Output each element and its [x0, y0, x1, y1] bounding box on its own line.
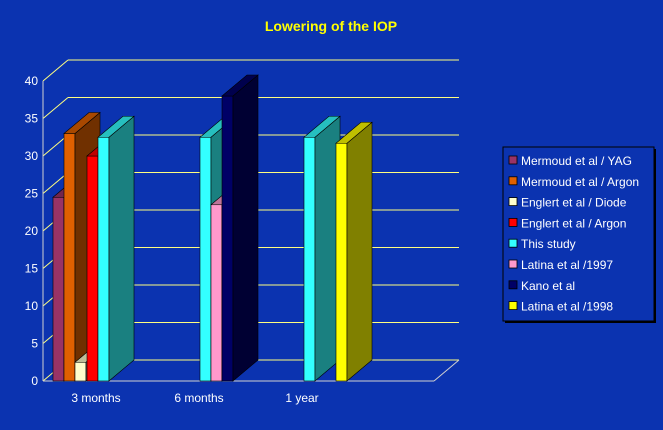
bar-side: [232, 74, 259, 382]
bar-top: [97, 115, 135, 138]
bar-front: [63, 133, 76, 382]
y-tick-label: 40: [25, 74, 39, 88]
gridline-diagonal: [42, 97, 69, 119]
bar-side: [346, 121, 373, 382]
legend-label-kano-et-al: Kano et al: [521, 279, 575, 293]
bar-top: [335, 121, 373, 144]
legend-label-englert-et-al-argon: Englert et al / Argon: [521, 216, 626, 230]
legend-swatch-latina-et-al-1997: [508, 259, 518, 269]
x-tick-label: 6 months: [174, 391, 223, 405]
y-tick-label: 15: [25, 262, 39, 276]
bars: [52, 74, 373, 382]
legend-swatch-latina-et-al-1998: [508, 301, 518, 311]
legend-swatch-englert-et-al-diode: [508, 197, 518, 207]
y-tick-label: 20: [25, 224, 39, 238]
legend-box: [502, 146, 655, 322]
bar-this-study-1-year: [303, 115, 341, 382]
y-tick-label: 35: [25, 112, 39, 126]
legend-label-mermoud-et-al-yag: Mermoud et al / YAG: [521, 154, 632, 168]
bar-kano-et-al-6-months: [221, 74, 259, 382]
bar-top: [221, 74, 259, 97]
legend: Mermoud et al / YAG Mermoud et al / Argon…: [502, 146, 656, 323]
bar-front: [335, 142, 348, 382]
legend-label-englert-et-al-diode: Englert et al / Diode: [521, 196, 627, 210]
y-tick-label: 5: [31, 337, 38, 351]
legend-label-latina-et-al-1998: Latina et al /1998: [521, 300, 613, 314]
bar-front: [86, 155, 99, 382]
bar-front: [303, 136, 316, 382]
bar-latina-et-al-1998-1-year: [335, 121, 373, 382]
bar-front: [74, 361, 87, 382]
bar-side: [108, 115, 135, 382]
bar-front: [52, 196, 65, 382]
legend-label-mermoud-et-al-argon: Mermoud et al / Argon: [521, 175, 639, 189]
bar-top: [303, 115, 341, 138]
bar-front: [97, 136, 110, 382]
bar-this-study-3-months: [97, 115, 135, 382]
y-tick-label: 25: [25, 187, 39, 201]
bar-top: [63, 112, 101, 134]
legend-swatch-mermoud-et-al-yag: [508, 155, 518, 165]
y-tick-label: 10: [25, 299, 39, 313]
bar-front: [199, 136, 212, 382]
y-tick-label: 30: [25, 149, 39, 163]
x-tick-label: 1 year: [285, 391, 318, 405]
legend-swatch-englert-et-al-argon: [508, 217, 518, 227]
legend-swatch-mermoud-et-al-argon: [508, 176, 518, 186]
legend-swatch-kano-et-al: [508, 280, 518, 290]
legend-label-latina-et-al-1997: Latina et al /1997: [521, 258, 613, 272]
gridline-diagonal: [42, 59, 69, 82]
x-tick-label: 3 months: [71, 391, 120, 405]
axes: 0 5 10 15 20 25 30 35 40 3 months 6 months 1 year: [25, 74, 460, 405]
legend-swatch-this-study: [508, 238, 518, 248]
floor-edge: [433, 359, 460, 382]
chart-title: Lowering of the IOP: [265, 18, 397, 34]
bar-front: [210, 204, 223, 382]
legend-label-this-study: This study: [521, 237, 576, 251]
bar-front: [221, 95, 234, 382]
y-tick-label: 0: [31, 374, 38, 388]
